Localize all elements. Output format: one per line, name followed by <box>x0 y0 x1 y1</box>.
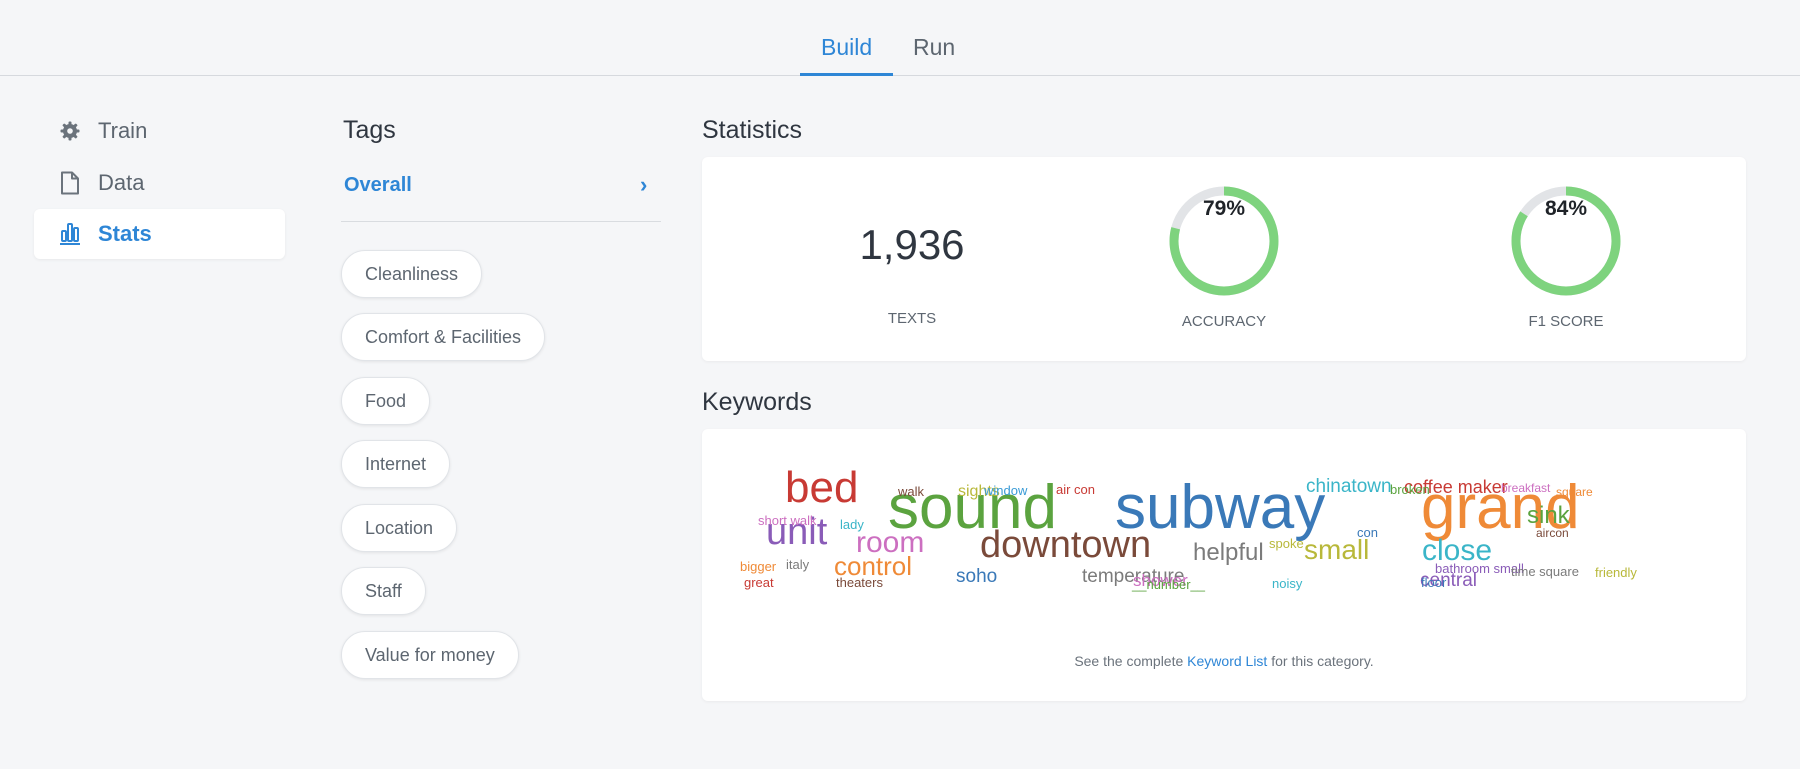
keyword-sink: sink <box>1527 502 1571 529</box>
keyword-number: __number__ <box>1131 577 1206 592</box>
sidebar-item-data[interactable]: Data <box>34 158 285 208</box>
keyword-air-con: air con <box>1056 482 1095 497</box>
keyword-breakfast: breakfast <box>1501 481 1551 495</box>
keyword-list-link[interactable]: Keyword List <box>1187 653 1268 669</box>
tag-comfort-facilities[interactable]: Comfort & Facilities <box>341 313 546 361</box>
keyword-grand: grand <box>1421 473 1580 542</box>
tag-value-for-money[interactable]: Value for money <box>341 631 519 679</box>
keyword-coffee-maker: coffee maker <box>1404 477 1508 497</box>
tag-staff[interactable]: Staff <box>341 567 426 615</box>
keyword-bed: bed <box>785 463 858 512</box>
keyword-soho: soho <box>956 566 997 587</box>
divider <box>341 221 661 222</box>
tab-run[interactable]: Run <box>913 34 956 60</box>
tag-internet[interactable]: Internet <box>341 440 451 488</box>
sidebar-item-train[interactable]: Train <box>34 106 285 156</box>
chevron-right-icon[interactable]: › <box>640 172 648 197</box>
keyword-spoke: spoke <box>1269 536 1304 551</box>
keyword-walk: walk <box>897 484 925 499</box>
keyword-unit: unit <box>766 511 828 553</box>
tag-cleanliness[interactable]: Cleanliness <box>341 250 483 298</box>
texts-label: TEXTS <box>887 310 937 327</box>
f1-score-ring <box>1511 186 1621 296</box>
sidebar-item-stats[interactable]: Stats <box>34 209 285 259</box>
keyword-lady: lady <box>840 517 864 532</box>
keyword-great: great <box>744 575 774 590</box>
accuracy-value: 79% <box>1202 197 1246 220</box>
footer-suffix-text: for this category. <box>1271 653 1374 669</box>
keyword-friendly: friendly <box>1595 565 1637 580</box>
keyword-window: window <box>983 483 1028 498</box>
overall-tag-link[interactable]: Overall <box>344 174 412 196</box>
tag-food[interactable]: Food <box>341 377 431 425</box>
sidebar-item-label: Train <box>98 118 148 143</box>
sidebar-item-label: Stats <box>98 221 152 246</box>
keyword-con: con <box>1357 525 1378 540</box>
file-icon <box>59 171 81 195</box>
keyword-close: close <box>1422 534 1492 567</box>
statistics-heading: Statistics <box>702 116 803 144</box>
keyword-control: control <box>834 551 912 581</box>
keyword-aircon: aircon <box>1536 526 1569 540</box>
keyword-short-walk: short walk <box>758 513 817 528</box>
keyword-broken: broken <box>1390 482 1430 497</box>
statistics-card: 1,936 TEXTS 79% ACCURACY 84% F1 SCORE <box>702 157 1746 361</box>
keyword-downtown: downtown <box>980 524 1151 566</box>
tab-build[interactable]: Build <box>821 34 873 60</box>
footer-prefix-text: See the complete <box>1074 653 1184 669</box>
keywords-heading: Keywords <box>702 388 812 416</box>
keyword-central: central <box>1420 570 1477 591</box>
keyword-square: square <box>1556 485 1593 499</box>
keyword-italy: italy <box>786 557 810 572</box>
sidebar-item-label: Data <box>98 170 145 195</box>
tags-heading: Tags <box>343 116 396 144</box>
keyword-time-square: time square <box>1511 564 1579 579</box>
top-tab-bar: Build Run <box>0 0 1800 76</box>
f1-score-value: 84% <box>1544 197 1588 220</box>
keyword-noisy: noisy <box>1272 576 1303 591</box>
tag-location[interactable]: Location <box>341 504 458 552</box>
accuracy-ring <box>1169 186 1279 296</box>
keyword-sights: sights <box>958 483 1000 500</box>
keyword-room: room <box>856 526 924 559</box>
keyword-small: small <box>1304 534 1369 565</box>
keyword-bigger: bigger <box>740 559 777 574</box>
f1-score-label: F1 SCORE <box>1528 313 1604 330</box>
keyword-chinatown: chinatown <box>1306 476 1392 497</box>
active-tab-indicator <box>800 73 893 76</box>
keyword-temperature: temperature <box>1082 566 1184 587</box>
bar-chart-icon <box>59 222 81 246</box>
keyword-subway: subway <box>1115 473 1325 542</box>
keyword-footer: See the complete Keyword List for this c… <box>702 653 1746 669</box>
keyword-shower: shower <box>1133 571 1188 590</box>
keyword-floor: floor <box>1421 575 1447 590</box>
keyword-theaters: theaters <box>836 575 883 590</box>
keywords-card: sound subway grand bed unit room downtown helpf… <box>702 429 1746 701</box>
gear-icon <box>59 119 81 143</box>
keyword-sound: sound <box>888 473 1057 542</box>
texts-count: 1,936 <box>859 221 965 268</box>
keyword-helpful: helpful <box>1193 539 1264 566</box>
keyword-bathroom-small: bathroom small <box>1435 561 1524 576</box>
accuracy-label: ACCURACY <box>1181 313 1267 330</box>
